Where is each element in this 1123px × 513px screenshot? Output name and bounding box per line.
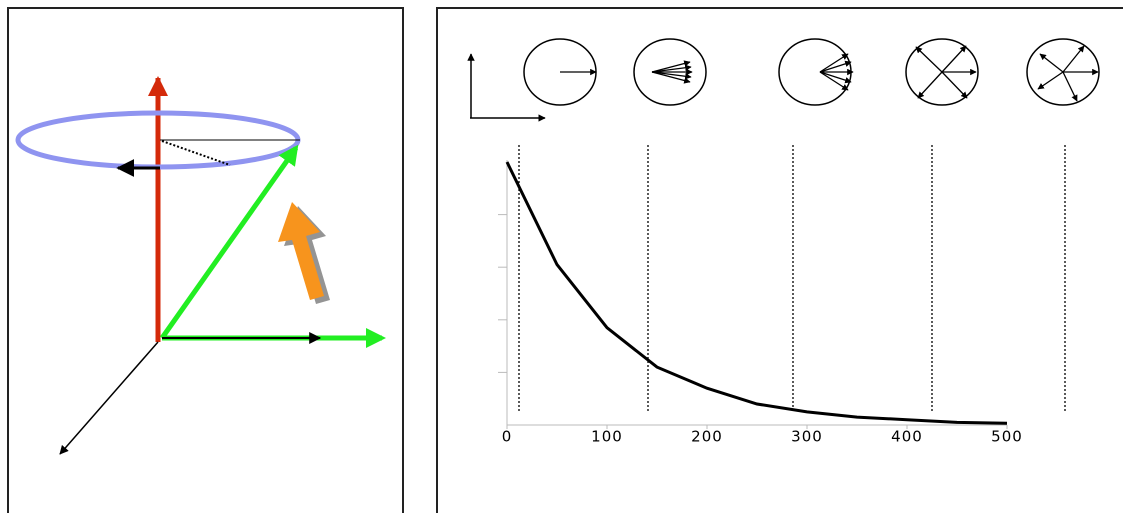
spin-arrow bbox=[652, 67, 691, 72]
spin-arrow bbox=[942, 72, 967, 98]
spin-arrow bbox=[820, 54, 848, 72]
spin-arrow bbox=[916, 47, 942, 72]
x-tick-label: 500 bbox=[991, 428, 1023, 446]
spin-arrow bbox=[1040, 54, 1063, 72]
spin-arrow bbox=[652, 62, 690, 72]
x-tick-label: 100 bbox=[591, 428, 623, 446]
x-tick-label: 200 bbox=[691, 428, 723, 446]
decay-plot: 0 100 200 300 400 500 bbox=[498, 145, 1065, 446]
spin-arrow bbox=[652, 72, 690, 82]
spin-arrow bbox=[918, 72, 942, 98]
dotted-radius bbox=[162, 141, 230, 165]
x-tick-label: 400 bbox=[891, 428, 923, 446]
spin-arrow bbox=[1063, 72, 1077, 101]
x-tick-label: 0 bbox=[502, 428, 513, 446]
y-axis-arrow bbox=[60, 342, 158, 454]
spin-arrow bbox=[820, 72, 848, 90]
spin-arrow bbox=[652, 72, 691, 77]
magnetization-vector bbox=[162, 148, 296, 338]
figure: 0 100 200 300 400 500 bbox=[0, 0, 1123, 513]
spin-arrow bbox=[820, 62, 851, 72]
spin-arrow bbox=[1063, 46, 1084, 72]
spin-arrow bbox=[1038, 72, 1063, 89]
x-tick-label: 300 bbox=[791, 428, 823, 446]
left-panel bbox=[8, 8, 403, 513]
spin-arrow bbox=[820, 72, 851, 82]
orange-arrow bbox=[278, 202, 324, 300]
spin-diagrams bbox=[524, 39, 1099, 105]
page: 0100200300400500 (() => { const data = J… bbox=[0, 0, 1123, 513]
spin-arrow bbox=[942, 46, 966, 72]
